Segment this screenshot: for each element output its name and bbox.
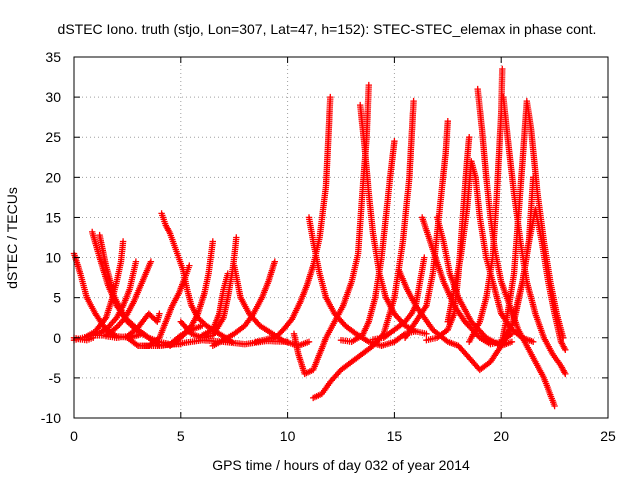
data-series bbox=[310, 97, 417, 402]
data-point bbox=[391, 138, 398, 145]
y-tick-label: -5 bbox=[49, 370, 62, 386]
data-point bbox=[499, 65, 506, 73]
data-point bbox=[423, 330, 430, 337]
y-tick-label: 30 bbox=[45, 89, 61, 105]
axis-ticks: 0 5 10 15 20 25 -10 -5 0 5 10 15 20 25 30 35 bbox=[41, 49, 616, 444]
data-point bbox=[365, 81, 372, 89]
data-point bbox=[327, 93, 334, 101]
x-axis-label: GPS time / hours of day 032 of year 2014 bbox=[212, 457, 470, 473]
data-point bbox=[551, 402, 558, 410]
chart-title: dSTEC Iono. truth (stjo, Lon=307, Lat=47… bbox=[58, 21, 597, 37]
data-series bbox=[209, 258, 278, 349]
y-axis-label: dSTEC / TECUs bbox=[4, 187, 20, 289]
data-series bbox=[305, 214, 430, 349]
data-series bbox=[70, 258, 140, 344]
data-point bbox=[562, 370, 569, 378]
data-point bbox=[119, 238, 127, 245]
data-point bbox=[530, 338, 537, 345]
data-point bbox=[305, 338, 313, 345]
data-series bbox=[290, 81, 372, 378]
data-series bbox=[252, 93, 334, 345]
x-tick-label: 25 bbox=[600, 428, 616, 444]
data-series bbox=[231, 262, 313, 349]
y-tick-label: 20 bbox=[45, 169, 61, 185]
data-point bbox=[271, 258, 278, 265]
x-tick-label: 20 bbox=[493, 428, 509, 444]
data-point bbox=[147, 258, 155, 265]
x-tick-label: 0 bbox=[70, 428, 78, 444]
data-point bbox=[412, 328, 419, 335]
data-series bbox=[199, 270, 231, 339]
y-tick-label: 0 bbox=[53, 330, 61, 346]
data-point bbox=[466, 134, 473, 141]
data-point bbox=[209, 238, 216, 245]
data-point bbox=[562, 346, 569, 353]
y-tick-label: -10 bbox=[41, 410, 61, 426]
data-series bbox=[102, 310, 163, 341]
data-point bbox=[156, 310, 163, 317]
data-series bbox=[81, 238, 127, 341]
y-tick-label: 35 bbox=[45, 49, 61, 65]
data-marks bbox=[70, 65, 569, 410]
x-tick-label: 5 bbox=[177, 428, 185, 444]
data-point bbox=[410, 97, 417, 105]
data-point bbox=[224, 270, 231, 277]
data-series bbox=[177, 234, 240, 341]
x-tick-label: 10 bbox=[280, 428, 296, 444]
data-point bbox=[132, 258, 140, 265]
y-tick-label: 5 bbox=[53, 290, 61, 306]
data-point bbox=[186, 262, 193, 269]
data-point bbox=[233, 234, 240, 241]
data-series bbox=[510, 206, 569, 353]
data-series bbox=[92, 258, 155, 339]
y-tick-label: 15 bbox=[45, 209, 61, 225]
data-series bbox=[124, 262, 193, 349]
y-tick-label: 10 bbox=[45, 250, 61, 266]
x-tick-label: 15 bbox=[387, 428, 403, 444]
plot-frame bbox=[73, 56, 609, 419]
data-series bbox=[474, 85, 558, 410]
data-point bbox=[508, 338, 516, 345]
y-tick-label: 25 bbox=[45, 129, 61, 145]
data-point bbox=[444, 118, 451, 125]
data-point bbox=[421, 254, 428, 261]
